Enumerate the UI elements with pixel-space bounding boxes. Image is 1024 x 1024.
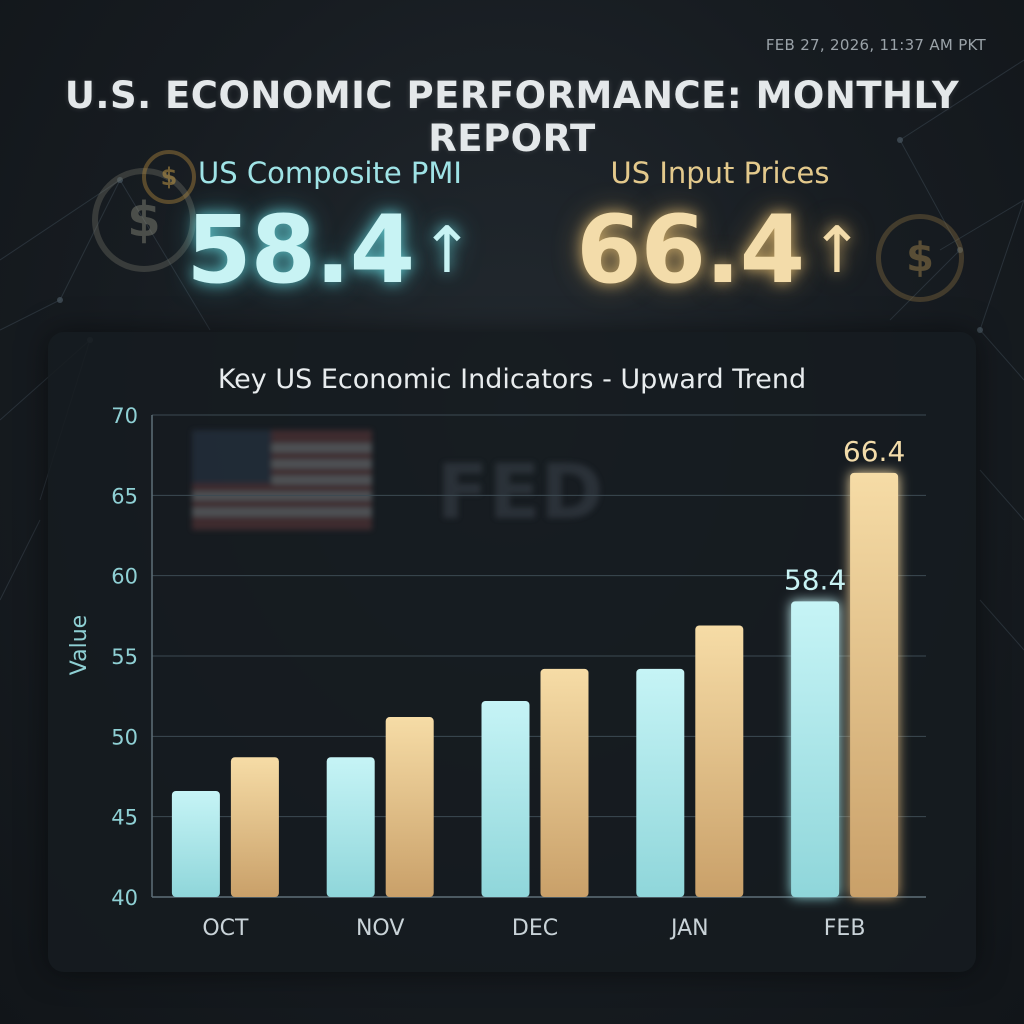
- us-flag-icon: [192, 430, 372, 530]
- input-prices-label: US Input Prices: [610, 156, 830, 190]
- pmi-label: US Composite PMI: [198, 156, 462, 190]
- up-arrow-icon: ↑: [810, 213, 864, 288]
- dollar-sign: $: [127, 192, 161, 248]
- report-timestamp: FEB 27, 2026, 11:37 AM PKT: [765, 36, 986, 54]
- data-label: 66.4: [843, 435, 905, 468]
- y-tick-label: 50: [111, 725, 138, 749]
- pmi-metric: US Composite PMI 58.4 ↑: [150, 156, 510, 305]
- dollar-coin-icon: $: [92, 168, 196, 272]
- bar-oct-series-2: [230, 757, 279, 897]
- x-tick-label: OCT: [202, 916, 249, 941]
- dollar-sign: $: [906, 235, 934, 281]
- x-tick-label: DEC: [512, 916, 558, 941]
- y-tick-label: 45: [111, 806, 138, 830]
- y-axis-label: Value: [67, 615, 92, 675]
- fed-watermark: FED: [437, 447, 604, 536]
- bar-jan-series-2: [695, 625, 744, 897]
- bar-dec-series-2: [540, 668, 589, 897]
- y-tick-label: 40: [111, 886, 138, 910]
- bar-nov-series-2: [385, 717, 434, 897]
- data-label: 58.4: [784, 563, 846, 596]
- bar-jan-series-1: [636, 668, 685, 897]
- up-arrow-icon: ↑: [420, 213, 474, 288]
- dollar-sign: $: [160, 163, 178, 191]
- bar-dec-series-1: [481, 700, 530, 897]
- pmi-value: 58.4: [186, 196, 415, 305]
- input-prices-value: 66.4: [576, 196, 805, 305]
- x-tick-label: FEB: [824, 916, 866, 941]
- bar-oct-series-1: [171, 790, 220, 897]
- x-tick-label: NOV: [356, 916, 404, 941]
- y-tick-label: 60: [111, 565, 138, 589]
- dollar-coin-icon: $: [142, 150, 196, 204]
- y-tick-label: 55: [111, 645, 138, 669]
- page-title: U.S. ECONOMIC PERFORMANCE: MONTHLY REPOR…: [64, 74, 960, 160]
- chart-title: Key US Economic Indicators - Upward Tren…: [218, 364, 806, 395]
- y-tick-label: 65: [111, 484, 138, 508]
- y-tick-label: 70: [111, 404, 138, 428]
- bar-feb-series-2: [850, 472, 899, 897]
- x-tick-label: JAN: [669, 916, 709, 941]
- bar-nov-series-1: [326, 757, 375, 897]
- dollar-coin-icon: $: [876, 214, 964, 302]
- bar-feb-series-1: [791, 601, 840, 897]
- input-prices-metric: US Input Prices 66.4 ↑: [540, 156, 900, 305]
